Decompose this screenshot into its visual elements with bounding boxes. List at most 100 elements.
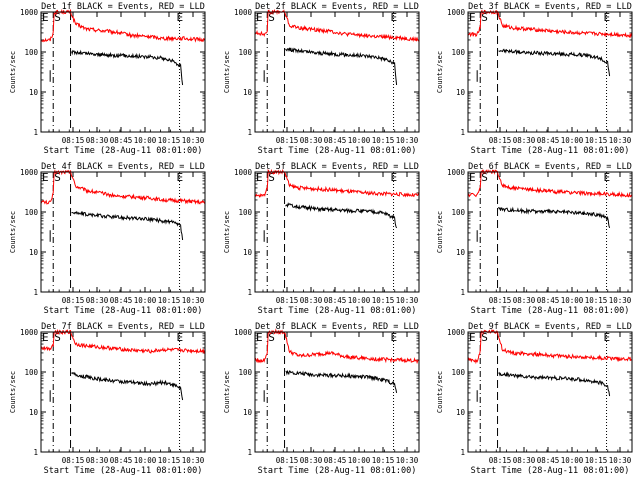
events-rate-series — [498, 371, 611, 397]
y-axis-label: Counts/sec — [223, 371, 231, 413]
event-marker-label: E — [176, 171, 183, 184]
x-tick-label: 08:15 — [276, 296, 299, 305]
panel-title: Det 1f BLACK = Events, RED = LLD — [41, 2, 205, 12]
events-rate-series — [285, 369, 398, 393]
y-tick-label: 10 — [243, 408, 253, 417]
lld-rate-series — [40, 328, 206, 355]
x-tick-label: 10:15 — [372, 136, 395, 145]
lld-rate-series — [467, 9, 633, 39]
x-tick-label: 10:30 — [396, 296, 419, 305]
event-marker-label: E — [256, 331, 263, 344]
event-marker-label: E — [469, 331, 476, 344]
y-tick-label: 100 — [24, 368, 38, 377]
event-marker-label: E — [256, 171, 263, 184]
y-tick-label: 1 — [460, 448, 465, 457]
x-tick-label: 08:30 — [513, 136, 536, 145]
y-tick-label: 1000 — [234, 8, 253, 17]
x-tick-label: 08:45 — [110, 456, 133, 465]
x-tick-label: 08:30 — [86, 136, 109, 145]
y-tick-label: 10 — [29, 408, 39, 417]
detector-panel: Det 3f BLACK = Events, RED = LLD Counts/s… — [436, 2, 633, 156]
x-axis-label: Start Time (28-Aug-11 08:01:00) — [471, 306, 630, 316]
lld-rate-series — [40, 8, 206, 43]
x-tick-label: 08:30 — [513, 296, 536, 305]
detector-panel: Det 1f BLACK = Events, RED = LLD Counts/s… — [9, 2, 206, 156]
x-tick-label: 10:30 — [182, 456, 205, 465]
y-tick-label: 1000 — [234, 168, 253, 177]
events-rate-series — [285, 47, 398, 86]
event-marker-label: E — [42, 171, 49, 184]
y-axis-label: Counts/sec — [223, 211, 231, 253]
y-tick-label: 100 — [24, 48, 38, 57]
lld-rate-series — [254, 328, 420, 365]
events-rate-series — [285, 202, 398, 229]
event-marker-label: E — [390, 11, 397, 24]
x-axis-label: Start Time (28-Aug-11 08:01:00) — [44, 306, 203, 316]
x-tick-label: 08:15 — [276, 136, 299, 145]
y-tick-label: 1 — [33, 448, 38, 457]
plot-frame — [40, 171, 206, 293]
x-tick-label: 10:15 — [158, 456, 181, 465]
event-marker-label: E — [603, 11, 610, 24]
plot-frame — [254, 331, 420, 453]
events-rate-series — [498, 206, 611, 229]
x-axis-label: Start Time (28-Aug-11 08:01:00) — [471, 146, 630, 156]
x-tick-label: 10:30 — [609, 456, 632, 465]
y-axis-label: Counts/sec — [223, 51, 231, 93]
detector-panel: Det 8f BLACK = Events, RED = LLD Counts/s… — [223, 322, 420, 476]
y-axis-label: Counts/sec — [9, 211, 17, 253]
event-marker-label: S — [268, 331, 275, 344]
y-tick-label: 100 — [451, 208, 465, 217]
x-tick-label: 10:30 — [609, 296, 632, 305]
x-tick-label: 08:30 — [300, 136, 323, 145]
plot-frame — [254, 171, 420, 293]
detector-panel: Det 2f BLACK = Events, RED = LLD Counts/s… — [223, 2, 420, 156]
y-axis-label: Counts/sec — [9, 51, 17, 93]
y-tick-label: 1000 — [447, 328, 466, 337]
panel-title: Det 7f BLACK = Events, RED = LLD — [41, 322, 205, 332]
x-tick-label: 10:30 — [396, 456, 419, 465]
event-marker-label: S — [54, 171, 61, 184]
event-marker-label: S — [268, 171, 275, 184]
x-tick-label: 10:15 — [372, 296, 395, 305]
panel-title: Det 6f BLACK = Events, RED = LLD — [468, 162, 632, 172]
detector-panel: Det 9f BLACK = Events, RED = LLD Counts/s… — [436, 322, 633, 476]
y-tick-label: 1 — [33, 288, 38, 297]
x-tick-label: 08:15 — [62, 296, 85, 305]
y-tick-label: 1 — [247, 288, 252, 297]
detector-panel: Det 7f BLACK = Events, RED = LLD Counts/s… — [9, 322, 206, 476]
x-tick-label: 10:15 — [372, 456, 395, 465]
event-marker-label: E — [390, 171, 397, 184]
y-tick-label: 100 — [451, 368, 465, 377]
x-axis-label: Start Time (28-Aug-11 08:01:00) — [258, 146, 417, 156]
x-tick-label: 10:00 — [134, 456, 157, 465]
y-axis-label: Counts/sec — [9, 371, 17, 413]
x-tick-label: 08:15 — [489, 296, 512, 305]
event-marker-label: S — [54, 331, 61, 344]
y-tick-label: 1000 — [20, 168, 39, 177]
plot-frame — [40, 11, 206, 133]
x-tick-label: 10:15 — [585, 136, 608, 145]
y-tick-label: 1000 — [447, 8, 466, 17]
y-tick-label: 100 — [238, 208, 252, 217]
event-marker-label: S — [268, 11, 275, 24]
y-tick-label: 1000 — [20, 328, 39, 337]
y-tick-label: 10 — [243, 248, 253, 257]
y-tick-label: 1000 — [234, 328, 253, 337]
x-tick-label: 08:45 — [110, 296, 133, 305]
y-axis-label: Counts/sec — [436, 51, 444, 93]
event-marker-label: E — [42, 331, 49, 344]
y-tick-label: 10 — [456, 408, 466, 417]
event-marker-label: E — [603, 171, 610, 184]
detector-panel: Det 6f BLACK = Events, RED = LLD Counts/s… — [436, 162, 633, 316]
x-tick-label: 08:30 — [86, 456, 109, 465]
x-tick-label: 10:00 — [348, 136, 371, 145]
y-axis-label: Counts/sec — [436, 211, 444, 253]
event-marker-label: E — [390, 331, 397, 344]
y-tick-label: 1000 — [20, 8, 39, 17]
x-axis-label: Start Time (28-Aug-11 08:01:00) — [44, 146, 203, 156]
x-tick-label: 08:30 — [86, 296, 109, 305]
plot-frame — [467, 11, 633, 133]
x-tick-label: 08:45 — [537, 136, 560, 145]
